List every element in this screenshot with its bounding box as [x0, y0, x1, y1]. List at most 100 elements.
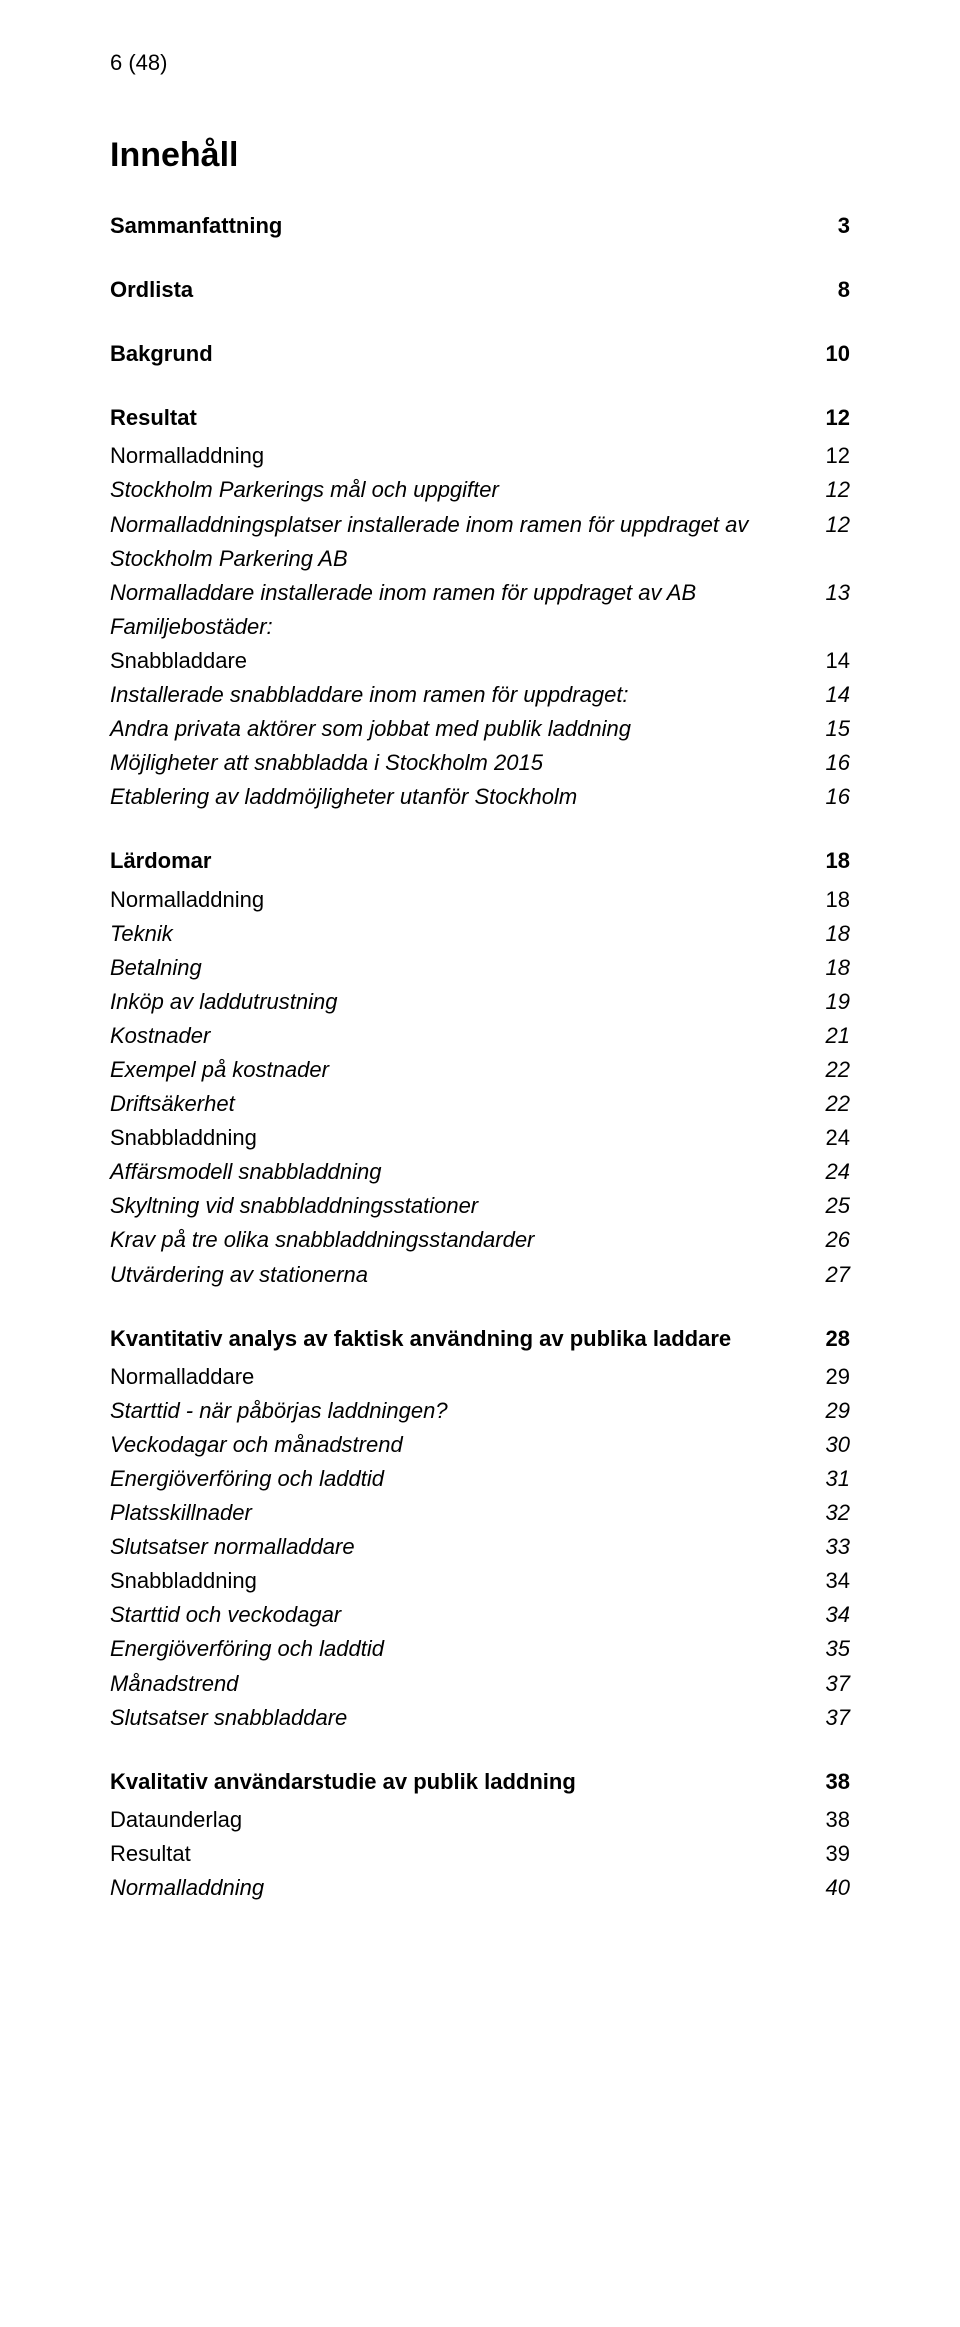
toc-section: Sammanfattning3: [110, 209, 850, 243]
toc-label: Stockholm Parkerings mål och uppgifter: [110, 473, 810, 507]
toc-page: 10: [810, 337, 850, 371]
toc-container: Sammanfattning3 Ordlista8 Bakgrund10 Result…: [110, 209, 850, 1905]
toc-entry: Platsskillnader32: [110, 1496, 850, 1530]
toc-entry: Inköp av laddutrustning19: [110, 985, 850, 1019]
toc-entry: Installerade snabbladdare inom ramen för…: [110, 678, 850, 712]
toc-label: Lärdomar: [110, 844, 810, 878]
toc-entry: Normalladdningsplatser installerade inom…: [110, 508, 850, 576]
toc-row-italic: Betalning18: [110, 951, 850, 985]
toc-page: 24: [810, 1121, 850, 1155]
toc-label: Krav på tre olika snabbladdningsstandard…: [110, 1223, 810, 1257]
toc-entry: Snabbladdning24: [110, 1121, 850, 1155]
toc-page: 29: [810, 1394, 850, 1428]
toc-entry: Snabbladdning34: [110, 1564, 850, 1598]
toc-row-plain: Dataunderlag38: [110, 1803, 850, 1837]
toc-label: Betalning: [110, 951, 810, 985]
toc-row-italic: Starttid och veckodagar34: [110, 1598, 850, 1632]
toc-row-plain: Normalladdare29: [110, 1360, 850, 1394]
toc-page: 30: [810, 1428, 850, 1462]
toc-row-italic: Utvärdering av stationerna27: [110, 1258, 850, 1292]
toc-entry: Betalning18: [110, 951, 850, 985]
toc-page: 37: [810, 1667, 850, 1701]
toc-section: Resultat12Normalladdning12Stockholm Park…: [110, 401, 850, 814]
toc-row-italic: Skyltning vid snabbladdningsstationer25: [110, 1189, 850, 1223]
toc-page: 24: [810, 1155, 850, 1189]
toc-row-plain: Normalladdning12: [110, 439, 850, 473]
toc-label: Kvantitativ analys av faktisk användning…: [110, 1322, 810, 1356]
toc-label: Affärsmodell snabbladdning: [110, 1155, 810, 1189]
toc-row-italic: Möjligheter att snabbladda i Stockholm 2…: [110, 746, 850, 780]
toc-label: Energiöverföring och laddtid: [110, 1632, 810, 1666]
toc-page: 33: [810, 1530, 850, 1564]
toc-main-title: Innehåll: [110, 136, 850, 175]
toc-entry: Stockholm Parkerings mål och uppgifter12: [110, 473, 850, 507]
toc-entry: Veckodagar och månadstrend30: [110, 1428, 850, 1462]
toc-page: 16: [810, 746, 850, 780]
toc-row-italic: Andra privata aktörer som jobbat med pub…: [110, 712, 850, 746]
toc-page: 18: [810, 951, 850, 985]
toc-row-section: Bakgrund10: [110, 337, 850, 371]
toc-row-plain: Snabbladdning24: [110, 1121, 850, 1155]
toc-entry: Slutsatser normalladdare33: [110, 1530, 850, 1564]
toc-label: Normalladdning: [110, 883, 810, 917]
toc-entry: Energiöverföring och laddtid35: [110, 1632, 850, 1666]
toc-label: Teknik: [110, 917, 810, 951]
toc-label: Slutsatser snabbladdare: [110, 1701, 810, 1735]
toc-page: 27: [810, 1258, 850, 1292]
toc-page: 19: [810, 985, 850, 1019]
toc-row-italic: Normalladdning40: [110, 1871, 850, 1905]
toc-row-plain: Resultat39: [110, 1837, 850, 1871]
toc-row-italic: Teknik18: [110, 917, 850, 951]
toc-row-italic: Krav på tre olika snabbladdningsstandard…: [110, 1223, 850, 1257]
toc-page: 14: [810, 644, 850, 678]
toc-row-italic: Månadstrend37: [110, 1667, 850, 1701]
toc-label: Normalladdning: [110, 1871, 810, 1905]
toc-label: Andra privata aktörer som jobbat med pub…: [110, 712, 810, 746]
toc-row-italic: Energiöverföring och laddtid35: [110, 1632, 850, 1666]
toc-entry: Normalladdning40: [110, 1871, 850, 1905]
toc-entry: Skyltning vid snabbladdningsstationer25: [110, 1189, 850, 1223]
toc-page: 18: [810, 844, 850, 878]
toc-row-italic: Starttid - när påbörjas laddningen?29: [110, 1394, 850, 1428]
toc-label: Månadstrend: [110, 1667, 810, 1701]
toc-label: Exempel på kostnader: [110, 1053, 810, 1087]
toc-label: Skyltning vid snabbladdningsstationer: [110, 1189, 810, 1223]
toc-row-plain: Snabbladdare14: [110, 644, 850, 678]
toc-page: 29: [810, 1360, 850, 1394]
toc-row-italic: Slutsatser snabbladdare37: [110, 1701, 850, 1735]
toc-page: 38: [810, 1803, 850, 1837]
toc-page: 22: [810, 1053, 850, 1087]
toc-label: Ordlista: [110, 273, 810, 307]
toc-label: Resultat: [110, 1837, 810, 1871]
toc-row-italic: Veckodagar och månadstrend30: [110, 1428, 850, 1462]
toc-page: 3: [810, 209, 850, 243]
toc-label: Slutsatser normalladdare: [110, 1530, 810, 1564]
toc-label: Normalladdare: [110, 1360, 810, 1394]
toc-entry: Slutsatser snabbladdare37: [110, 1701, 850, 1735]
toc-entry: Möjligheter att snabbladda i Stockholm 2…: [110, 746, 850, 780]
toc-label: Bakgrund: [110, 337, 810, 371]
toc-row-section: Sammanfattning3: [110, 209, 850, 243]
toc-row-section: Ordlista8: [110, 273, 850, 307]
toc-row-italic: Normalladdare installerade inom ramen fö…: [110, 576, 850, 644]
toc-page: 31: [810, 1462, 850, 1496]
toc-row-plain: Normalladdning18: [110, 883, 850, 917]
toc-section: Bakgrund10: [110, 337, 850, 371]
toc-entry: Driftsäkerhet22: [110, 1087, 850, 1121]
toc-page: 21: [810, 1019, 850, 1053]
toc-entry: Kostnader21: [110, 1019, 850, 1053]
toc-row-italic: Stockholm Parkerings mål och uppgifter12: [110, 473, 850, 507]
toc-label: Energiöverföring och laddtid: [110, 1462, 810, 1496]
toc-page: 22: [810, 1087, 850, 1121]
toc-entry: Normalladdare29: [110, 1360, 850, 1394]
toc-label: Driftsäkerhet: [110, 1087, 810, 1121]
toc-label: Starttid - när påbörjas laddningen?: [110, 1394, 810, 1428]
toc-label: Starttid och veckodagar: [110, 1598, 810, 1632]
toc-entry: Exempel på kostnader22: [110, 1053, 850, 1087]
toc-page: 18: [810, 917, 850, 951]
toc-label: Inköp av laddutrustning: [110, 985, 810, 1019]
toc-row-italic: Energiöverföring och laddtid31: [110, 1462, 850, 1496]
toc-label: Installerade snabbladdare inom ramen för…: [110, 678, 810, 712]
toc-entry: Snabbladdare14: [110, 644, 850, 678]
toc-entry: Energiöverföring och laddtid31: [110, 1462, 850, 1496]
